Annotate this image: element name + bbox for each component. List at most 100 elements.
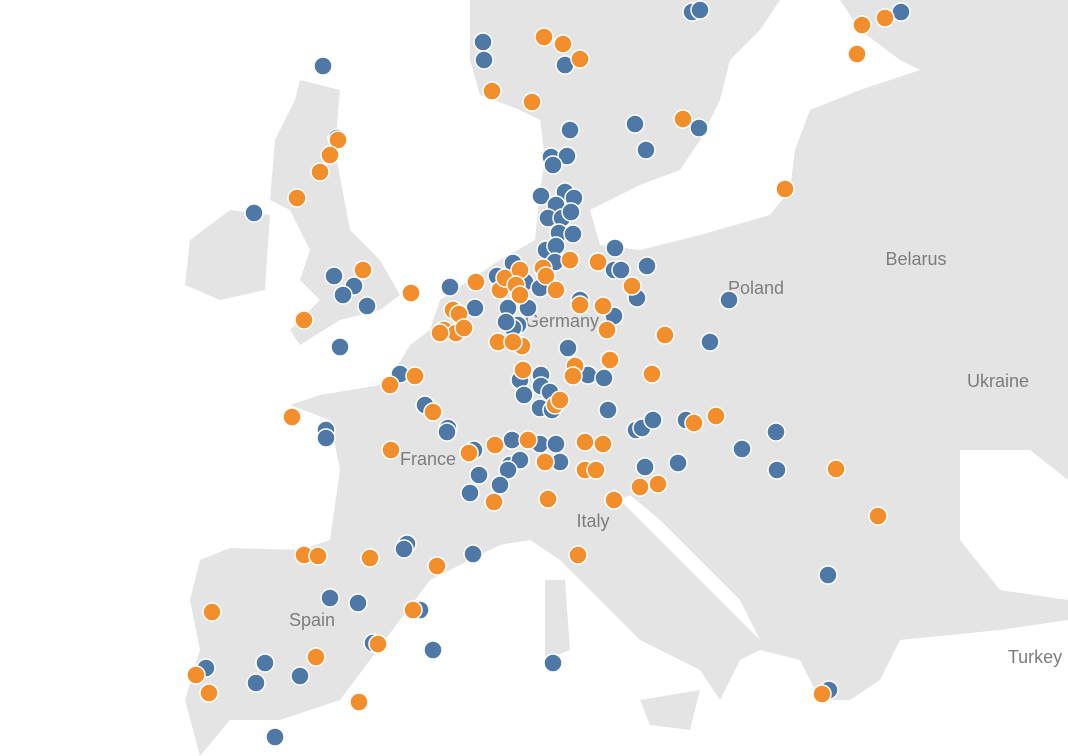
location-dot[interactable] <box>466 272 486 292</box>
location-dot[interactable] <box>536 266 556 286</box>
location-dot[interactable] <box>510 285 530 305</box>
location-dot[interactable] <box>818 565 838 585</box>
location-dot[interactable] <box>427 556 447 576</box>
location-dot[interactable] <box>360 548 380 568</box>
location-dot[interactable] <box>575 432 595 452</box>
location-dot[interactable] <box>563 224 583 244</box>
location-dot[interactable] <box>643 410 663 430</box>
location-dot[interactable] <box>294 310 314 330</box>
location-dot[interactable] <box>568 545 588 565</box>
location-dot[interactable] <box>522 92 542 112</box>
location-dot[interactable] <box>498 460 518 480</box>
location-dot[interactable] <box>244 203 264 223</box>
location-dot[interactable] <box>459 443 479 463</box>
location-dot[interactable] <box>622 276 642 296</box>
location-dot[interactable] <box>255 653 275 673</box>
location-dot[interactable] <box>423 402 443 422</box>
location-dot[interactable] <box>186 665 206 685</box>
location-dot[interactable] <box>381 440 401 460</box>
location-dot[interactable] <box>690 0 710 20</box>
location-dot[interactable] <box>423 640 443 660</box>
location-dot[interactable] <box>320 588 340 608</box>
location-dot[interactable] <box>563 366 583 386</box>
location-dot[interactable] <box>611 260 631 280</box>
location-dot[interactable] <box>405 366 425 386</box>
location-dot[interactable] <box>543 155 563 175</box>
location-dot[interactable] <box>538 489 558 509</box>
location-dot[interactable] <box>534 27 554 47</box>
location-dot[interactable] <box>719 290 739 310</box>
location-dot[interactable] <box>503 332 523 352</box>
location-dot[interactable] <box>812 684 832 704</box>
location-dot[interactable] <box>648 474 668 494</box>
location-dot[interactable] <box>543 653 563 673</box>
location-dot[interactable] <box>348 593 368 613</box>
location-dot[interactable] <box>440 277 460 297</box>
location-dot[interactable] <box>403 600 423 620</box>
location-dot[interactable] <box>368 634 388 654</box>
location-dot[interactable] <box>330 337 350 357</box>
location-dot[interactable] <box>546 434 566 454</box>
location-dot[interactable] <box>463 544 483 564</box>
location-dot[interactable] <box>324 266 344 286</box>
location-dot[interactable] <box>598 400 618 420</box>
location-dot[interactable] <box>847 44 867 64</box>
location-dot[interactable] <box>635 457 655 477</box>
location-dot[interactable] <box>553 34 573 54</box>
location-dot[interactable] <box>474 50 494 70</box>
location-dot[interactable] <box>642 364 662 384</box>
location-dot[interactable] <box>593 434 613 454</box>
location-dot[interactable] <box>320 145 340 165</box>
location-dot[interactable] <box>636 140 656 160</box>
location-dot[interactable] <box>875 8 895 28</box>
location-dot[interactable] <box>550 390 570 410</box>
location-dot[interactable] <box>246 673 266 693</box>
location-dot[interactable] <box>706 406 726 426</box>
location-dot[interactable] <box>560 120 580 140</box>
location-dot[interactable] <box>684 413 704 433</box>
location-dot[interactable] <box>597 320 617 340</box>
location-dot[interactable] <box>460 483 480 503</box>
location-dot[interactable] <box>473 32 493 52</box>
location-dot[interactable] <box>328 130 348 150</box>
location-dot[interactable] <box>353 260 373 280</box>
location-dot[interactable] <box>514 385 534 405</box>
location-dot[interactable] <box>531 186 551 206</box>
location-dot[interactable] <box>604 490 624 510</box>
location-dot[interactable] <box>490 475 510 495</box>
location-dot[interactable] <box>282 407 302 427</box>
location-dot[interactable] <box>394 539 414 559</box>
location-dot[interactable] <box>401 283 421 303</box>
location-dot[interactable] <box>199 683 219 703</box>
location-dot[interactable] <box>588 252 608 272</box>
location-dot[interactable] <box>868 506 888 526</box>
location-dot[interactable] <box>655 325 675 345</box>
location-dot[interactable] <box>430 323 450 343</box>
location-dot[interactable] <box>484 492 504 512</box>
location-dot[interactable] <box>518 430 538 450</box>
location-dot[interactable] <box>306 647 326 667</box>
location-dot[interactable] <box>625 114 645 134</box>
location-dot[interactable] <box>290 666 310 686</box>
location-dot[interactable] <box>202 602 222 622</box>
location-dot[interactable] <box>558 338 578 358</box>
location-dot[interactable] <box>767 460 787 480</box>
location-dot[interactable] <box>637 256 657 276</box>
location-dot[interactable] <box>313 56 333 76</box>
location-dot[interactable] <box>630 477 650 497</box>
location-dot[interactable] <box>668 453 688 473</box>
location-dot[interactable] <box>766 422 786 442</box>
location-dot[interactable] <box>560 250 580 270</box>
location-dot[interactable] <box>380 375 400 395</box>
location-dot[interactable] <box>513 360 533 380</box>
location-dot[interactable] <box>469 465 489 485</box>
location-dot[interactable] <box>852 15 872 35</box>
location-dot[interactable] <box>333 285 353 305</box>
location-dot[interactable] <box>265 727 285 747</box>
location-dot[interactable] <box>546 280 566 300</box>
location-dot[interactable] <box>287 188 307 208</box>
location-dot[interactable] <box>316 428 336 448</box>
location-dot[interactable] <box>437 422 457 442</box>
location-dot[interactable] <box>557 146 577 166</box>
location-dot[interactable] <box>349 692 369 712</box>
